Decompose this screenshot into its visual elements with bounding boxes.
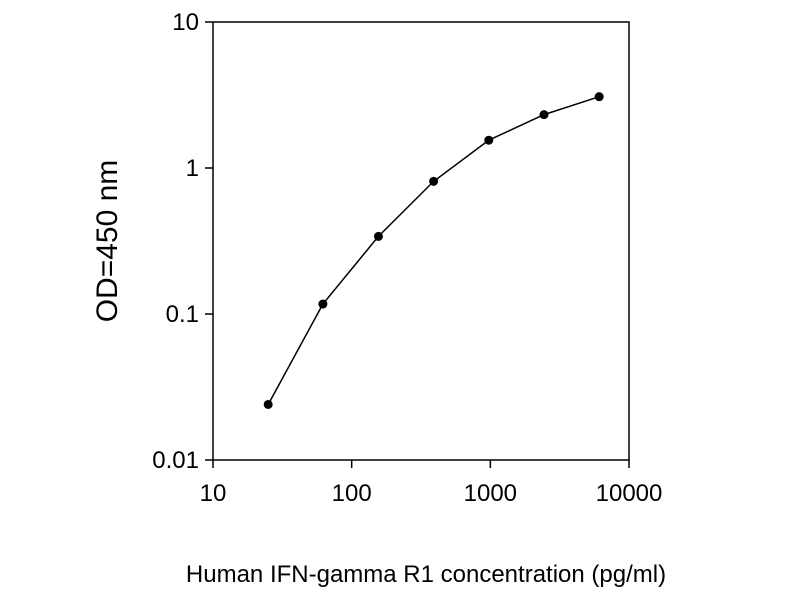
axis-ticks <box>205 21 630 468</box>
data-points <box>263 92 604 409</box>
x-tick-label-1: 100 <box>332 480 372 507</box>
y-tick-label-1: 0.1 <box>166 301 199 328</box>
y-axis-title: OD=450 nm <box>91 160 124 323</box>
x-axis-title: Human IFN-gamma R1 concentration (pg/ml) <box>186 561 666 588</box>
data-point-0-5 <box>539 110 549 120</box>
y-tick-label-3: 10 <box>172 9 199 36</box>
data-point-0-3 <box>429 176 439 186</box>
axis-tick-labels: 10 100 1000 10000 0.01 0.1 1 10 <box>152 9 662 507</box>
data-point-0-6 <box>594 92 604 102</box>
data-point-0-1 <box>318 299 328 309</box>
series-line <box>267 95 600 405</box>
y-tick-label-2: 1 <box>186 155 199 182</box>
data-point-0-4 <box>484 135 494 145</box>
plot-frame <box>212 21 630 461</box>
y-tick-label-0: 0.01 <box>152 447 199 474</box>
data-point-0-2 <box>373 231 383 241</box>
x-tick-label-0: 10 <box>200 480 227 507</box>
data-point-0-0 <box>263 399 273 409</box>
x-tick-label-2: 1000 <box>464 480 517 507</box>
x-tick-label-3: 10000 <box>596 480 663 507</box>
